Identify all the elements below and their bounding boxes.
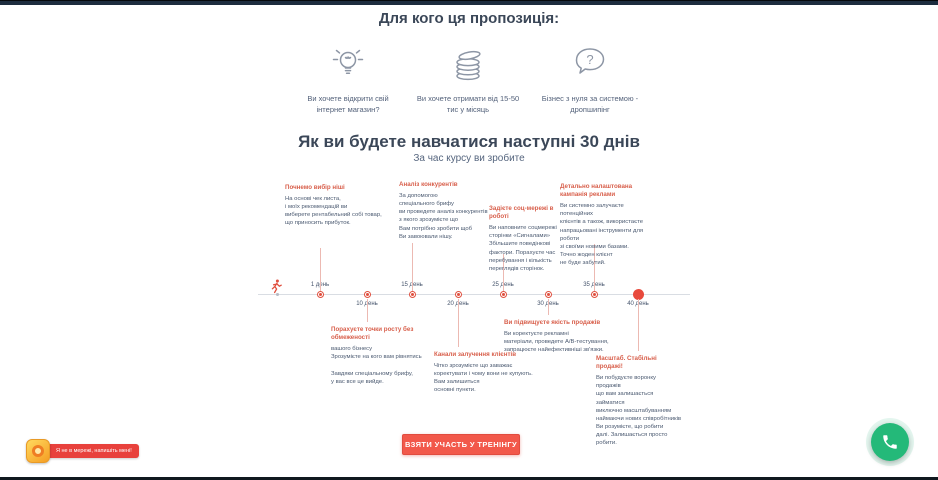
timeline-dot	[500, 291, 507, 298]
block-heading: Почнемо вибір ніші	[285, 184, 345, 191]
call-button[interactable]	[871, 423, 909, 461]
connector-line	[503, 254, 504, 291]
block-heading: Детально налаштована кампанія реклами	[560, 183, 633, 199]
audience-section-title: Для кого ця пропозиція:	[378, 10, 560, 27]
runner-icon	[269, 279, 282, 294]
timeline-dot	[317, 291, 324, 298]
block-heading: Порахуєте точки росту без обмеженості	[331, 326, 414, 342]
timeline-dot	[591, 291, 598, 298]
timeline-dot	[545, 291, 552, 298]
audience-item-label: Ви хочете отримати від 15-50 тис у місяц…	[416, 94, 520, 114]
timeline-block-competitors: Аналіз конкурентів За допомогою спеціаль…	[399, 181, 489, 241]
block-heading: Ви підвищуєте якість продажів	[504, 319, 601, 326]
question-bubble-icon: ?	[515, 40, 665, 88]
timeline-dot	[364, 291, 371, 298]
connector-line	[638, 299, 639, 351]
audience-item-income: Ви хочете отримати від 15-50 тис у місяц…	[393, 40, 543, 116]
block-body: Чітко зрозумієте що заважає коректувати …	[434, 363, 533, 394]
svg-text:?: ?	[586, 52, 593, 67]
connector-line	[320, 248, 321, 291]
chat-widget[interactable]: Я не в мережі, напишіть мені!	[26, 439, 139, 463]
timeline-block-niche: Почнемо вибір ніші На основі чек листа, …	[285, 184, 391, 228]
phone-icon	[881, 433, 899, 451]
block-heading: Аналіз конкурентів	[399, 181, 458, 188]
lightbulb-icon	[273, 40, 423, 88]
timeline-dot-final	[633, 289, 644, 300]
connector-line	[412, 243, 413, 291]
timeline-dot	[409, 291, 416, 298]
timeline-section-title: Як ви будете навчатися наступні 30 днів	[298, 132, 640, 151]
chat-badge-icon[interactable]	[26, 439, 50, 463]
timeline-start-dot	[276, 293, 279, 296]
timeline-block-channels: Канали залучення клієнтів Чітко зрозуміє…	[434, 351, 542, 395]
block-heading: Масштаб. Стабільні продажі!	[596, 355, 657, 371]
chat-badge-core	[32, 445, 44, 457]
browser-top-edge	[0, 0, 938, 5]
coins-icon	[393, 40, 543, 88]
timeline-block-sales-quality: Ви підвищуєте якість продажів Ви коректу…	[504, 319, 616, 354]
timeline-section-subtitle: За час курсу ви зробите	[413, 153, 525, 164]
block-body: На основі чек листа, і моїх рекомендацій…	[285, 196, 382, 227]
block-body: вашого бізнесу Зрозумієте на кого вам рі…	[331, 346, 422, 385]
audience-item-shop: Ви хочете відкрити свій інтернет магазин…	[273, 40, 423, 116]
timeline-block-ads: Детально налаштована кампанія реклами Ви…	[560, 183, 656, 267]
block-heading: Канали залучення клієнтів	[434, 351, 517, 358]
connector-line	[548, 299, 549, 315]
audience-item-label: Ви хочете відкрити свій інтернет магазин…	[307, 94, 389, 114]
audience-item-dropshipping: ? Бізнес з нуля за системою - дропшипінг	[515, 40, 665, 116]
connector-line	[367, 299, 368, 322]
block-body: Ви коректуєте рекламні матеріали, провед…	[504, 331, 609, 354]
timeline-block-social: Задієте соц-мережі в роботі Ви наповните…	[489, 205, 557, 273]
block-body: Ви наповните соцмережі сторінки «Сигнала…	[489, 225, 557, 272]
connector-line	[458, 299, 459, 347]
block-body: Ви побудуєте воронку продажів що вам зал…	[596, 375, 682, 447]
timeline-block-growth-points: Порахуєте точки росту без обмеженості ва…	[331, 326, 449, 386]
block-body: За допомогою спеціального брифу ви прове…	[399, 193, 488, 240]
timeline-axis	[258, 294, 690, 295]
chat-offline-message[interactable]: Я не в мережі, напишіть мені!	[47, 444, 139, 458]
audience-item-label: Бізнес з нуля за системою - дропшипінг	[541, 94, 639, 114]
timeline-block-scale: Масштаб. Стабільні продажі! Ви побудуєте…	[596, 355, 690, 447]
connector-line	[594, 244, 595, 291]
browser-bottom-edge	[0, 477, 938, 480]
block-heading: Задієте соц-мережі в роботі	[489, 205, 554, 221]
timeline-dot	[455, 291, 462, 298]
block-body: Ви системно залучаєте потенційних клієнт…	[560, 203, 644, 267]
join-training-button[interactable]: ВЗЯТИ УЧАСТЬ У ТРЕНІНГУ	[402, 434, 520, 455]
